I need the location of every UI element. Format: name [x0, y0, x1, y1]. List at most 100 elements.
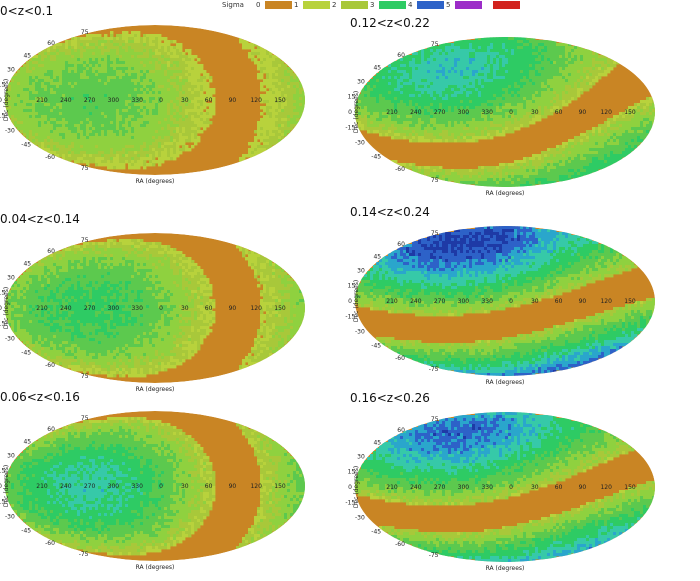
ra-tick-label: 330: [131, 97, 143, 104]
dec-tick-label: -75: [429, 552, 439, 559]
ra-tick-label: 330: [481, 109, 493, 116]
ra-tick-label: 150: [274, 483, 286, 490]
legend-label: 4: [408, 1, 412, 9]
dec-axis-label: Dec (degrees): [3, 465, 10, 507]
ra-tick-label: 60: [555, 298, 563, 305]
dec-tick-label: 75: [431, 230, 439, 237]
ra-tick-label: 120: [250, 97, 262, 104]
ra-tick-label: 150: [274, 97, 286, 104]
legend-label: 3: [370, 1, 374, 9]
ra-tick-label: 270: [434, 484, 446, 491]
legend-swatch: [455, 1, 482, 9]
dec-tick-label: -60: [395, 166, 405, 173]
ra-tick-label: 300: [458, 109, 470, 116]
ra-tick-label: 90: [579, 484, 587, 491]
ra-tick-label: 0: [159, 305, 163, 312]
legend-swatch: [417, 1, 444, 9]
dec-tick-label: -45: [371, 342, 381, 349]
skymap-plot: 210240270300330030609012015075604530150-…: [0, 212, 340, 402]
skymap-panel-3: 210240270300330030609012015075604530150-…: [0, 212, 340, 402]
ra-tick-label: 30: [531, 109, 539, 116]
dec-tick-label: -45: [21, 527, 31, 534]
ra-tick-label: 60: [205, 483, 213, 490]
dec-tick-label: 30: [357, 268, 365, 275]
panel-title: 0<z<0.1: [0, 4, 53, 18]
ra-tick-label: 210: [386, 298, 398, 305]
ra-tick-label: 210: [36, 483, 48, 490]
dec-tick-label: 0: [0, 483, 2, 490]
ra-tick-label: 0: [509, 109, 513, 116]
ra-tick-label: 240: [410, 484, 422, 491]
dec-tick-label: -75: [79, 551, 89, 558]
dec-tick-label: 45: [23, 439, 31, 446]
dec-tick-label: -30: [355, 139, 365, 146]
dec-tick-label: 0: [348, 484, 352, 491]
ra-tick-label: 30: [531, 298, 539, 305]
ra-tick-label: 0: [159, 483, 163, 490]
ra-tick-label: 60: [205, 97, 213, 104]
ra-tick-label: 330: [481, 298, 493, 305]
dec-tick-label: 75: [81, 373, 89, 380]
dec-tick-label: -30: [5, 335, 15, 342]
ra-tick-label: 0: [509, 484, 513, 491]
ra-tick-label: 300: [458, 298, 470, 305]
dec-tick-label: 0: [0, 305, 2, 312]
dec-tick-label: 60: [397, 52, 405, 59]
dec-tick-label: -60: [45, 362, 55, 369]
ra-tick-label: 240: [410, 298, 422, 305]
panel-title: 0.04<z<0.14: [0, 212, 80, 226]
dec-tick-label: 30: [7, 453, 15, 460]
dec-tick-label: -60: [395, 541, 405, 548]
dec-tick-label: 60: [47, 40, 55, 47]
dec-tick-label: 0: [348, 109, 352, 116]
dec-axis-label: Dec (degrees): [3, 287, 10, 329]
ra-tick-label: 30: [531, 484, 539, 491]
dec-tick-label: -75: [429, 366, 439, 373]
ra-tick-label: 30: [181, 97, 189, 104]
ra-tick-label: 120: [600, 109, 612, 116]
ra-tick-label: 270: [434, 298, 446, 305]
ra-tick-label: 150: [624, 109, 636, 116]
ra-tick-label: 120: [600, 298, 612, 305]
ra-axis-label: RA (degrees): [136, 178, 175, 185]
legend-label: 5: [446, 1, 450, 9]
ra-tick-label: 330: [131, 305, 143, 312]
dec-tick-label: -45: [21, 141, 31, 148]
dec-axis-label: Dec (degrees): [353, 466, 360, 508]
dec-axis-label: Dec (degrees): [353, 280, 360, 322]
dec-tick-label: 30: [357, 79, 365, 86]
dec-tick-label: -60: [45, 154, 55, 161]
ra-tick-label: 0: [159, 97, 163, 104]
ra-tick-label: 300: [458, 484, 470, 491]
ra-axis-label: RA (degrees): [486, 379, 525, 386]
dec-tick-label: 75: [81, 415, 89, 422]
panel-title: 0.06<z<0.16: [0, 390, 80, 404]
ra-tick-label: 210: [36, 97, 48, 104]
ra-tick-label: 60: [555, 109, 563, 116]
ra-tick-label: 150: [624, 298, 636, 305]
ra-tick-label: 300: [108, 483, 120, 490]
ra-tick-label: 60: [555, 484, 563, 491]
dec-tick-label: -30: [5, 127, 15, 134]
dec-tick-label: -60: [395, 355, 405, 362]
dec-tick-label: 45: [373, 440, 381, 447]
ra-tick-label: 90: [229, 305, 237, 312]
ra-tick-label: 90: [229, 97, 237, 104]
ra-tick-label: 90: [229, 483, 237, 490]
dec-tick-label: 60: [397, 241, 405, 248]
dec-tick-label: 30: [7, 275, 15, 282]
dec-tick-label: 75: [81, 165, 89, 172]
ra-tick-label: 0: [509, 298, 513, 305]
dec-tick-label: 30: [7, 67, 15, 74]
legend-swatch: [379, 1, 406, 9]
ra-tick-label: 120: [250, 305, 262, 312]
dec-tick-label: 75: [81, 237, 89, 244]
ra-tick-label: 30: [181, 305, 189, 312]
skymap-plot: 210240270300330030609012015075604530150-…: [0, 390, 340, 580]
dec-tick-label: -45: [371, 528, 381, 535]
panel-title: 0.16<z<0.26: [350, 391, 430, 405]
ra-axis-label: RA (degrees): [486, 190, 525, 197]
